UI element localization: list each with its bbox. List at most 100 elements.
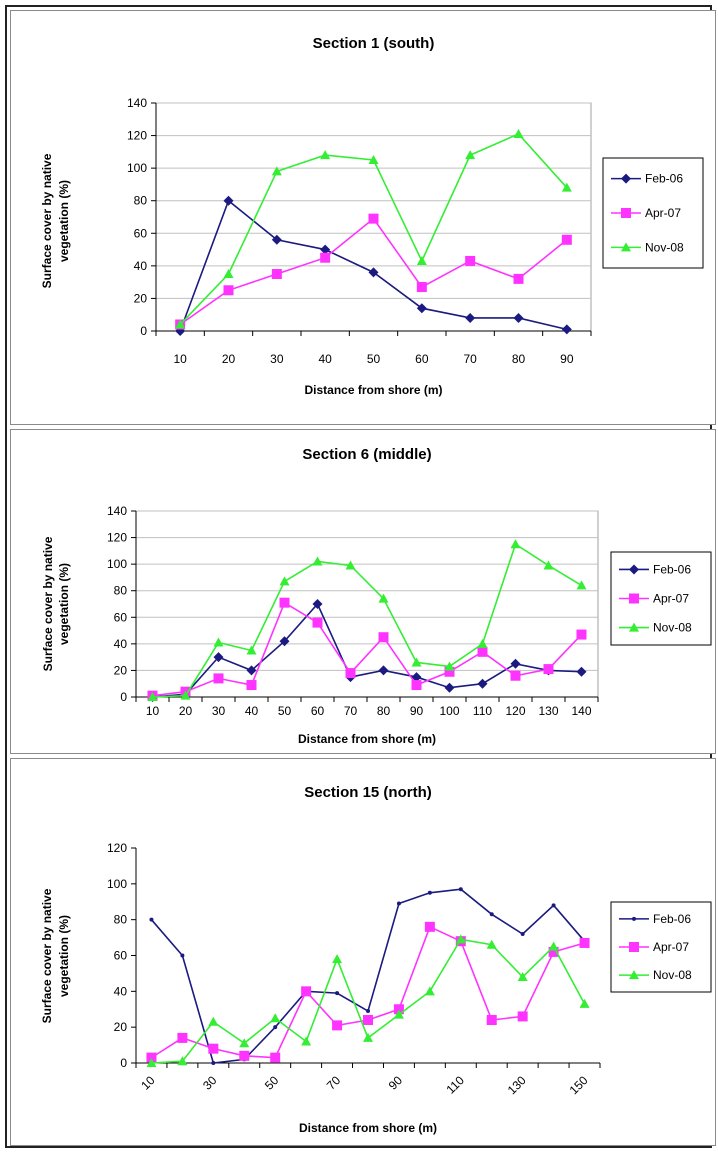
x-axis-title: Distance from shore (m): [299, 1121, 437, 1135]
data-point: [279, 576, 290, 586]
chart-title: Section 15 (north): [304, 784, 432, 801]
x-tick-label: 130: [538, 704, 558, 718]
data-point: [271, 269, 282, 279]
y-axis-title-line: vegetation (%): [57, 915, 71, 997]
y-tick-label: 60: [114, 949, 128, 963]
plot-area: [135, 510, 599, 698]
data-point: [368, 155, 379, 164]
data-point: [465, 150, 476, 160]
data-point: [363, 1032, 373, 1042]
legend-label: Nov-08: [645, 240, 684, 254]
data-point: [320, 252, 331, 263]
x-tick-label: 50: [278, 704, 292, 718]
data-point: [301, 1036, 312, 1046]
x-tick-label: 30: [200, 1073, 220, 1093]
data-point: [510, 670, 521, 681]
y-tick-label: 0: [120, 690, 127, 704]
series-nov-08: [147, 539, 587, 701]
x-tick-label: 50: [367, 352, 381, 366]
x-tick-label: 40: [245, 704, 259, 718]
x-tick-label: 90: [560, 352, 574, 366]
data-point: [213, 673, 224, 684]
data-point: [279, 597, 290, 608]
chart-panel-section-6: Section 6 (middle) 0 20 40 60 80 100 120 140 10 20…: [10, 429, 716, 754]
series-line: [152, 602, 582, 698]
data-point: [513, 128, 524, 138]
chart-panel-section-15: Section 15 (north) 0 20 40 60 80 100 120 10 30 50 7…: [10, 758, 716, 1146]
data-point: [246, 645, 257, 655]
data-point: [510, 539, 521, 549]
y-tick-label: 60: [114, 610, 128, 624]
data-point: [411, 657, 422, 667]
y-tick-label: 0: [120, 1056, 127, 1070]
x-tick-label: 110: [443, 1073, 467, 1097]
data-point: [378, 632, 389, 643]
chart-title: Section 1 (south): [313, 35, 435, 52]
data-point: [576, 580, 587, 590]
legend-label: Apr-07: [653, 940, 689, 954]
data-point: [477, 638, 488, 648]
data-point: [223, 285, 234, 296]
x-tick-label: 60: [311, 704, 325, 718]
data-point: [520, 932, 525, 936]
data-point: [312, 617, 323, 628]
x-tick-label: 150: [567, 1073, 591, 1097]
data-point: [416, 303, 427, 314]
chart-panel-section-1: Section 1 (south) 0 20 40 60 80 100 120 140 10 20 3…: [10, 10, 716, 425]
legend-label: Feb-06: [645, 172, 683, 186]
y-tick-label: 100: [107, 557, 127, 571]
data-point: [239, 1050, 250, 1061]
x-tick-label: 70: [463, 352, 477, 366]
x-tick-label: 30: [270, 352, 284, 366]
data-point: [270, 1013, 281, 1023]
series-feb-06: [175, 195, 572, 336]
data-point: [368, 213, 379, 224]
y-axis-title-line: vegetation (%): [57, 180, 71, 262]
x-tick-label: 10: [173, 352, 187, 366]
data-point: [424, 986, 435, 996]
legend: Feb-06 Apr-07 Nov-08: [610, 551, 712, 646]
x-tick-label: 10: [146, 704, 160, 718]
data-point: [513, 312, 524, 323]
y-tick-label: 120: [107, 531, 127, 545]
data-point: [180, 690, 191, 700]
data-point: [273, 1025, 278, 1030]
legend-label: Apr-07: [645, 206, 681, 220]
data-point: [576, 629, 587, 640]
legend-label: Apr-07: [653, 592, 689, 606]
x-tick-label: 70: [344, 704, 358, 718]
data-point: [312, 599, 323, 609]
data-point: [345, 560, 356, 570]
data-point: [246, 680, 257, 691]
data-point: [517, 972, 528, 981]
legend-marker: [621, 173, 631, 184]
x-tick-label: 30: [212, 704, 226, 718]
data-point: [416, 282, 427, 293]
legend-marker: [629, 622, 639, 632]
x-axis-title: Distance from shore (m): [304, 383, 442, 397]
y-axis-title-line: Surface cover by native: [40, 153, 54, 288]
data-point: [320, 150, 331, 160]
data-point: [424, 921, 435, 932]
data-point: [489, 912, 494, 917]
data-point: [271, 166, 282, 176]
x-tick-label: 80: [512, 352, 526, 366]
x-tick-label: 80: [377, 704, 391, 718]
data-point: [208, 1043, 219, 1054]
y-tick-label: 100: [127, 161, 147, 175]
data-point: [175, 319, 186, 329]
legend-marker: [621, 208, 631, 218]
data-point: [312, 556, 323, 566]
y-tick-label: 40: [114, 637, 128, 651]
data-point: [366, 1009, 370, 1014]
data-point: [345, 668, 356, 679]
data-point: [211, 1061, 216, 1065]
y-tick-label: 80: [114, 913, 128, 927]
legend-marker: [629, 942, 639, 952]
legend-marker: [629, 970, 639, 980]
data-point: [561, 324, 572, 335]
data-point: [335, 991, 340, 996]
x-tick-label: 120: [505, 704, 525, 718]
x-axis-title: Distance from shore (m): [298, 732, 436, 746]
data-point: [213, 637, 224, 647]
